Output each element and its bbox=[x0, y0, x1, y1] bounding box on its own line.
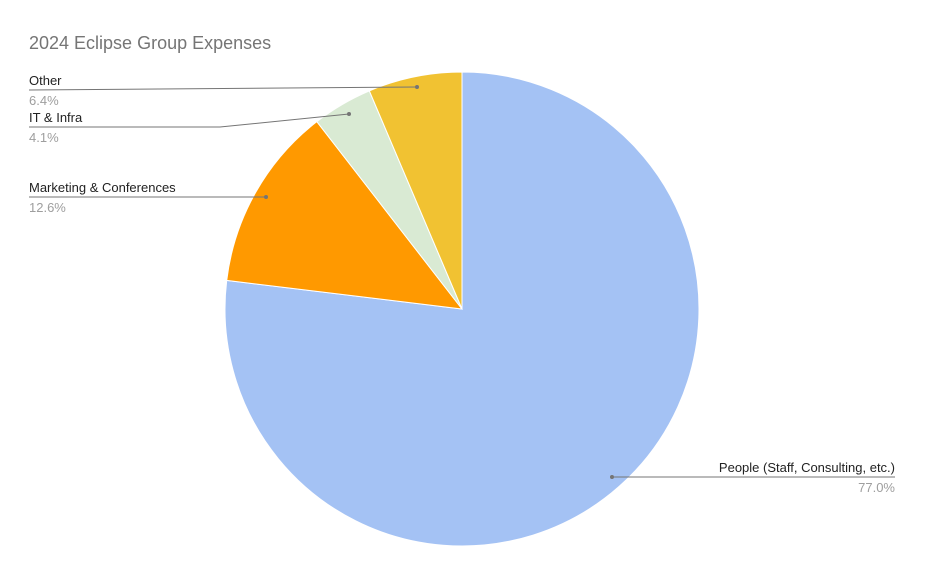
chart-title: 2024 Eclipse Group Expenses bbox=[29, 33, 271, 53]
pie-slice-1 bbox=[226, 120, 464, 310]
leader-dot-1 bbox=[264, 195, 268, 199]
leader-dot-2 bbox=[347, 112, 351, 116]
slice-label-2: IT & Infra bbox=[29, 110, 83, 125]
slice-label-3: Other bbox=[29, 73, 62, 88]
slice-percent-1: 12.6% bbox=[29, 200, 66, 215]
pie-slice-3 bbox=[368, 71, 463, 310]
leader-line-2 bbox=[29, 113, 350, 128]
leader-dot-3 bbox=[415, 85, 419, 89]
leader-dot-0 bbox=[610, 475, 614, 479]
leader-line-3 bbox=[28, 86, 418, 91]
slice-label-0: People (Staff, Consulting, etc.) bbox=[719, 460, 895, 475]
slice-percent-3: 6.4% bbox=[29, 93, 59, 108]
slice-label-1: Marketing & Conferences bbox=[29, 180, 176, 195]
slice-percent-2: 4.1% bbox=[29, 130, 59, 145]
slice-percent-0: 77.0% bbox=[858, 480, 895, 495]
